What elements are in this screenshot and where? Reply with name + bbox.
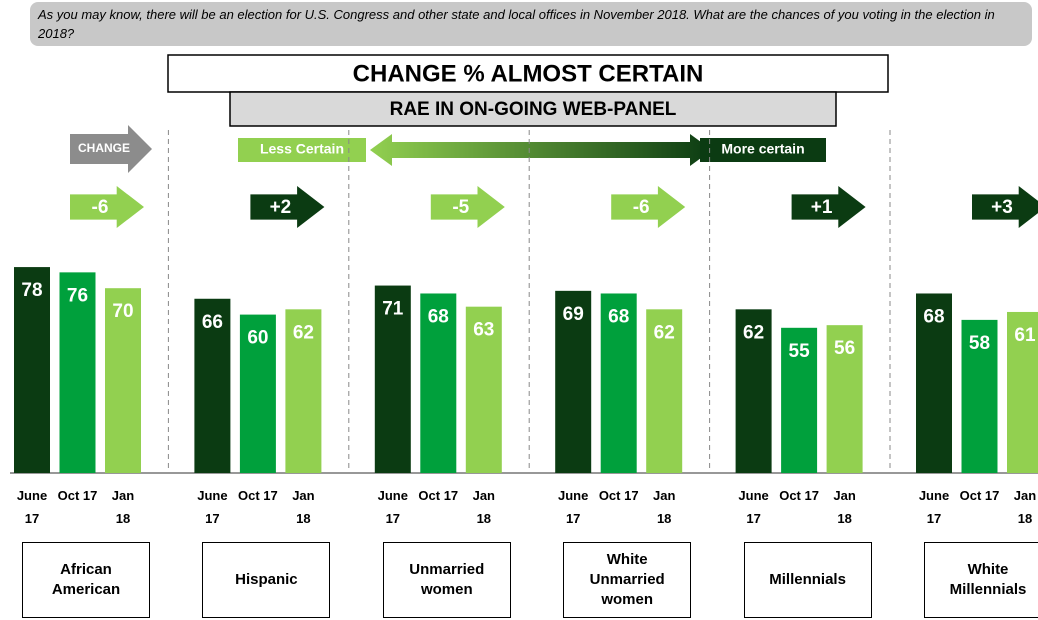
group-label: Unmarried women xyxy=(382,542,511,618)
change-indicator xyxy=(972,186,1038,228)
value-label: 69 xyxy=(563,304,584,325)
period-label: Jan 18 xyxy=(1013,488,1037,526)
change-value: +2 xyxy=(270,197,292,218)
bar xyxy=(781,327,818,473)
bar xyxy=(735,309,772,473)
period-label: Oct 17 xyxy=(238,488,278,503)
more-label: More certain xyxy=(721,141,804,157)
group-label: African American xyxy=(22,542,150,618)
period-label: June 17 xyxy=(16,488,48,526)
period-label: Jan 18 xyxy=(833,488,856,526)
period-label: June 17 xyxy=(918,488,950,526)
bar xyxy=(374,285,411,473)
group-label-text: White Unmarried women xyxy=(589,551,665,608)
period-label: Jan 18 xyxy=(111,488,135,526)
bar xyxy=(600,293,637,473)
less-box xyxy=(238,138,366,162)
change-indicator xyxy=(430,186,505,228)
period-label: Oct 17 xyxy=(779,488,819,503)
bar xyxy=(420,293,457,473)
period-label: Oct 17 xyxy=(418,488,459,503)
value-label: 62 xyxy=(743,322,764,343)
value-label: 60 xyxy=(247,328,268,349)
change-value: -6 xyxy=(92,197,109,218)
chart-title: CHANGE % ALMOST CERTAIN xyxy=(353,60,704,87)
bar xyxy=(14,267,50,473)
change-value: +3 xyxy=(991,197,1013,218)
subtitle-box xyxy=(229,91,837,127)
value-label: 78 xyxy=(21,280,42,301)
bar xyxy=(916,293,952,473)
period-label: June 17 xyxy=(197,488,228,526)
change-indicator xyxy=(70,186,144,228)
bar xyxy=(826,325,863,473)
value-label: 58 xyxy=(969,333,990,354)
change-arrow xyxy=(70,125,152,173)
group-label: White Millennials xyxy=(924,542,1038,618)
bar xyxy=(646,309,683,473)
group-label: White Unmarried women xyxy=(563,542,692,618)
group-label-text: Millennials xyxy=(769,571,846,588)
bar xyxy=(555,290,592,473)
bar xyxy=(105,288,141,473)
group-label-text: Hispanic xyxy=(235,571,298,588)
period-label: Oct 17 xyxy=(959,488,1000,503)
group-label: Millennials xyxy=(743,542,872,618)
change-indicator xyxy=(250,186,325,228)
value-label: 66 xyxy=(202,312,223,333)
bar xyxy=(961,319,998,473)
value-label: 68 xyxy=(923,306,944,327)
period-label: Jan 18 xyxy=(472,488,495,526)
group-label: Hispanic xyxy=(202,542,331,618)
value-label: 70 xyxy=(112,301,133,322)
value-label: 61 xyxy=(1014,325,1036,346)
less-label: Less Certain xyxy=(260,141,344,157)
value-label: 63 xyxy=(473,320,494,341)
period-label: Oct 17 xyxy=(598,488,639,503)
value-label: 55 xyxy=(789,341,811,362)
period-label: June 17 xyxy=(377,488,408,526)
bar xyxy=(285,309,322,473)
period-label: June 17 xyxy=(558,488,589,526)
group-label-text: White Millennials xyxy=(949,561,1027,598)
change-indicator xyxy=(791,186,866,228)
period-label: Jan 18 xyxy=(652,488,676,526)
certainty-arrow xyxy=(370,134,712,166)
more-box xyxy=(700,138,826,162)
change-indicator xyxy=(611,186,686,228)
chart-subtitle: RAE IN ON-GOING WEB-PANEL xyxy=(390,99,677,120)
value-label: 76 xyxy=(67,285,88,306)
change-value: -5 xyxy=(452,197,469,218)
period-label: Jan 18 xyxy=(292,488,315,526)
group-label-text: African American xyxy=(51,561,121,598)
change-value: +1 xyxy=(811,197,833,218)
value-label: 71 xyxy=(382,299,404,320)
period-label: Oct 17 xyxy=(57,488,98,503)
value-label: 68 xyxy=(428,306,449,327)
change-value: -6 xyxy=(633,197,650,218)
value-label: 62 xyxy=(654,322,675,343)
value-label: 68 xyxy=(608,306,629,327)
bar xyxy=(1007,311,1038,473)
question: As you may know, there will be an electi… xyxy=(30,2,1032,46)
group-label-text: Unmarried women xyxy=(409,561,485,598)
bar xyxy=(59,272,96,473)
period-label: June 17 xyxy=(738,488,769,526)
value-label: 62 xyxy=(293,322,314,343)
value-label: 56 xyxy=(834,338,855,359)
bar xyxy=(465,306,502,473)
bar xyxy=(194,298,231,473)
change-label: CHANGE xyxy=(78,141,130,155)
title-box xyxy=(167,54,889,93)
bar xyxy=(239,314,276,473)
